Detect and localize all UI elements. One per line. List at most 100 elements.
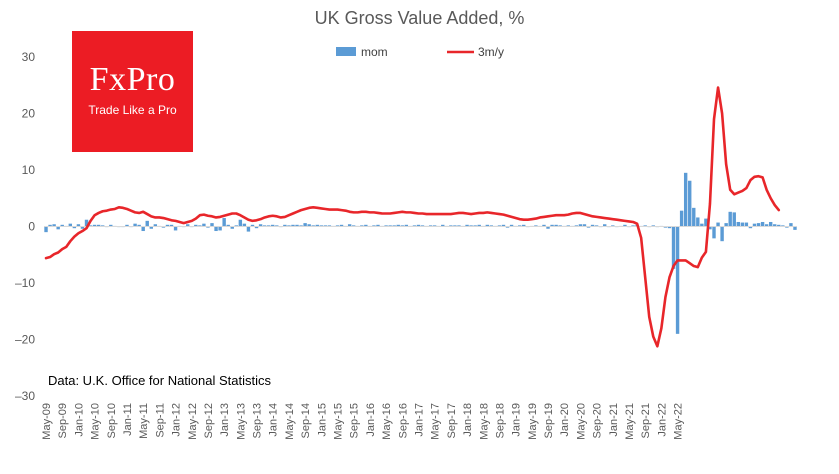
mom-bar [764, 224, 769, 227]
x-tick-label: Jan-20 [559, 403, 571, 437]
mom-bar [323, 225, 328, 227]
mom-bar [473, 225, 477, 227]
mom-bar [202, 223, 206, 227]
mom-bar [352, 225, 356, 227]
mom-bar [582, 224, 587, 227]
y-tick-label: 10 [22, 163, 36, 177]
mom-bar [793, 226, 797, 230]
mom-bar [315, 224, 319, 227]
mom-bar [623, 224, 627, 227]
mom-bar [752, 223, 757, 227]
mom-bar [80, 226, 85, 229]
mom-bar [724, 223, 728, 227]
x-tick-label: May-21 [624, 403, 636, 440]
x-tick-label: May-17 [430, 403, 442, 440]
mom-bar [376, 224, 380, 227]
mom-bar [558, 225, 562, 227]
mom-bar [101, 225, 105, 227]
mom-bar [210, 223, 214, 227]
x-tick-label: Jan-11 [122, 403, 134, 436]
mom-bar [542, 224, 546, 227]
mom-bar [586, 226, 591, 228]
mom-bar [522, 224, 526, 227]
mom-bar [335, 225, 340, 227]
mom-bar [72, 226, 77, 229]
mom-bar [218, 226, 222, 231]
mom-bar [186, 224, 190, 227]
mom-bar [432, 225, 437, 227]
mom-bar [109, 224, 113, 227]
x-tick-label: Sep-21 [640, 403, 652, 438]
mom-bar [785, 226, 789, 228]
mom-bar [736, 221, 740, 227]
mom-bar [258, 224, 263, 227]
x-tick-label: Jan-17 [413, 403, 425, 437]
x-tick-label: Jan-19 [511, 403, 523, 437]
mom-bar [756, 223, 761, 227]
x-tick-label: Sep-16 [397, 403, 409, 438]
mom-bar [465, 224, 469, 227]
x-tick-label: Sep-09 [57, 403, 69, 438]
mom-bar [748, 226, 753, 229]
mom-bar [242, 223, 247, 227]
x-tick-label: Sep-20 [592, 403, 604, 438]
source-note: Data: U.K. Office for National Statistic… [48, 373, 272, 388]
mom-bar [631, 225, 635, 227]
mom-bar [420, 225, 425, 227]
mom-bar [768, 221, 773, 227]
logo-brand: FxPro [89, 61, 176, 98]
mom-bar [663, 226, 668, 228]
mom-bar [88, 225, 93, 227]
mom-bar [291, 224, 295, 227]
mom-bar [611, 225, 615, 227]
x-tick-label: May-20 [575, 403, 587, 440]
x-tick-label: May-10 [90, 403, 102, 440]
mom-bar [704, 218, 708, 227]
mom-bar [688, 180, 692, 227]
mom-bar [360, 225, 364, 227]
mom-bar [125, 224, 129, 227]
mom-bar [546, 226, 550, 229]
x-tick-label: Jan-10 [73, 403, 85, 437]
mom-bar [477, 224, 481, 227]
mom-bar [400, 225, 404, 227]
mom-bar [266, 225, 271, 227]
mom-bar [133, 223, 137, 227]
mom-bar [428, 225, 433, 227]
mom-bar [141, 226, 145, 232]
mom-bar [234, 225, 238, 227]
mom-bar [96, 224, 101, 227]
mom-bar [554, 224, 558, 227]
mom-bar [667, 226, 672, 229]
mom-bar [594, 225, 599, 227]
mom-bar [153, 224, 158, 227]
mom-bar [412, 225, 417, 227]
mom-bar [52, 224, 56, 227]
mom-bar [789, 223, 793, 227]
y-tick-label: –20 [15, 333, 35, 347]
mom-bar [283, 224, 287, 227]
mom-bar [194, 224, 198, 227]
mom-bar [84, 219, 89, 227]
mom-bar [489, 225, 494, 227]
y-tick-label: 20 [22, 107, 36, 121]
mom-bar [457, 225, 461, 227]
mom-bar [603, 224, 607, 227]
mom-bar [254, 226, 259, 229]
x-tick-label: Sep-15 [349, 403, 361, 438]
mom-bar [671, 226, 676, 269]
x-tick-label: May-15 [333, 403, 345, 440]
logo-tagline: Trade Like a Pro [88, 103, 177, 117]
mom-bar [517, 225, 522, 227]
mom-bar [509, 224, 514, 227]
mom-bar [441, 224, 445, 227]
mom-bar [396, 224, 400, 227]
x-tick-label: Sep-13 [252, 403, 264, 438]
mom-bar [250, 224, 255, 227]
mom-bar [683, 172, 688, 227]
mom-bar [295, 224, 299, 227]
mom-bar [307, 224, 311, 227]
mom-bar [485, 224, 489, 227]
mom-bar [740, 222, 745, 227]
y-tick-label: –30 [15, 389, 35, 403]
